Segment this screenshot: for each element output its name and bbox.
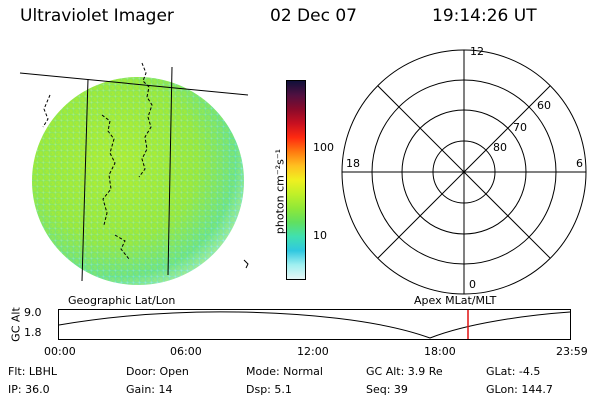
dsp-info: Dsp: 5.1	[246, 383, 292, 396]
glon-info: GLon: 144.7	[486, 383, 553, 396]
gain-info: Gain: 14	[126, 383, 173, 396]
seq-info: Seq: 39	[366, 383, 408, 396]
apex-panel-label: Apex MLat/MLT	[414, 294, 497, 307]
timeline-x-tick: 18:00	[424, 345, 456, 358]
coastline	[138, 62, 153, 178]
timeline-y-tick: 1.8	[24, 326, 42, 339]
timeline-x-tick: 00:00	[44, 345, 76, 358]
coastline	[243, 259, 249, 269]
time-label: 19:14:26 UT	[432, 6, 537, 26]
mlt-label-right: 6	[576, 157, 583, 170]
mlt-label-left: 18	[346, 157, 360, 170]
lat-label: 70	[513, 121, 527, 134]
timeline-y-tick: 9.0	[24, 306, 42, 319]
coastline	[42, 94, 51, 128]
lon-line	[81, 78, 89, 282]
timeline-axis-title: GC Alt	[9, 307, 23, 342]
gc-alt-info: GC Alt: 3.9 Re	[366, 365, 443, 378]
altitude-curve	[58, 311, 571, 339]
colorbar-unit-label: photon cm⁻²s⁻¹	[273, 148, 287, 235]
lat-label: 80	[493, 141, 507, 154]
ip-info: IP: 36.0	[8, 383, 50, 396]
mlt-label-bottom: 0	[469, 278, 476, 291]
timeline-x-tick: 12:00	[297, 345, 329, 358]
lon-line	[167, 66, 173, 276]
colorbar	[286, 80, 306, 280]
polar-plot	[341, 49, 587, 295]
glat-info: GLat: -4.5	[486, 365, 541, 378]
lat-label: 60	[537, 99, 551, 112]
lat-line	[19, 72, 249, 96]
geographic-image	[19, 62, 249, 285]
colorbar-tick-label: 100	[313, 141, 334, 154]
geographic-panel-label: Geographic Lat/Lon	[68, 294, 176, 307]
timeline-x-tick: 06:00	[170, 345, 202, 358]
colorbar-tick-label: 10	[313, 229, 327, 242]
date-label: 02 Dec 07	[270, 6, 357, 26]
timeline-plot	[58, 309, 571, 340]
polar-axis	[377, 85, 551, 259]
timeline-x-tick: 23:59	[556, 345, 588, 358]
door-info: Door: Open	[126, 365, 189, 378]
coastline	[114, 234, 130, 260]
mode-info: Mode: Normal	[246, 365, 323, 378]
mlt-label-top: 12	[470, 45, 484, 58]
filter-info: Flt: LBHL	[8, 365, 57, 378]
coastline	[101, 114, 116, 226]
instrument-title: Ultraviolet Imager	[20, 6, 174, 26]
